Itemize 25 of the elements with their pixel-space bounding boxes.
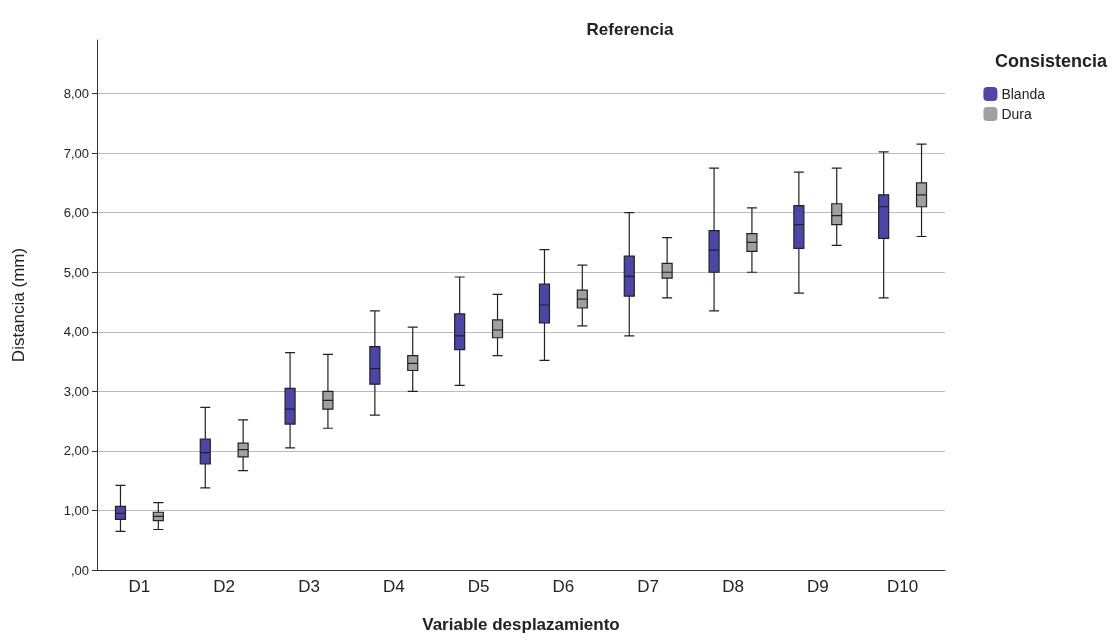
y-tick-label: 7,00 bbox=[63, 145, 89, 161]
y-tick-label: ,00 bbox=[70, 562, 89, 578]
x-tick-label: D10 bbox=[887, 577, 919, 596]
y-tick-label: 5,00 bbox=[63, 264, 89, 280]
y-tick-label: 1,00 bbox=[63, 502, 89, 518]
legend-title: Consistencia bbox=[994, 51, 1108, 71]
legend-label: Blanda bbox=[1001, 86, 1046, 102]
x-tick-label: D9 bbox=[806, 577, 829, 596]
y-tick-label: 6,00 bbox=[63, 205, 89, 221]
y-tick-label: 8,00 bbox=[63, 86, 89, 102]
x-axis-title: Variable desplazamiento bbox=[422, 615, 620, 634]
x-tick-label: D8 bbox=[722, 577, 744, 596]
x-tick-label: D5 bbox=[467, 577, 490, 596]
legend-label: Dura bbox=[1001, 106, 1032, 122]
x-tick-label: D4 bbox=[382, 577, 405, 596]
x-tick-label: D7 bbox=[637, 577, 660, 596]
x-tick-label: D2 bbox=[213, 577, 236, 596]
x-tick-label: D6 bbox=[552, 577, 575, 596]
x-tick-label: D1 bbox=[128, 577, 151, 596]
y-tick-label: 3,00 bbox=[63, 383, 89, 399]
y-tick-label: 4,00 bbox=[63, 324, 89, 340]
y-axis-title: Distancia (mm) bbox=[9, 247, 28, 363]
chart-title: Referencia bbox=[586, 20, 675, 39]
y-tick-label: 2,00 bbox=[63, 443, 89, 459]
x-tick-label: D3 bbox=[298, 577, 320, 596]
